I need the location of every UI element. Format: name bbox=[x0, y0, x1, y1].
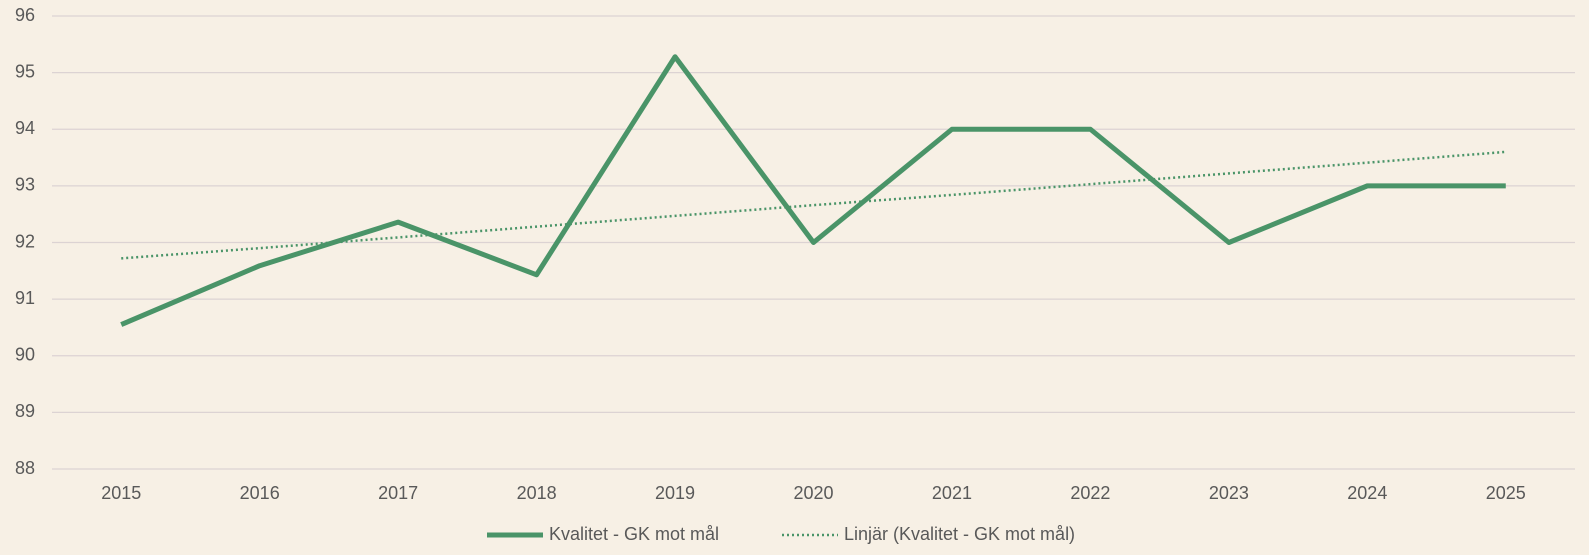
y-tick-label: 88 bbox=[15, 458, 35, 478]
y-tick-label: 93 bbox=[15, 175, 35, 195]
series-line bbox=[120, 54, 1506, 327]
legend-label: Linjär (Kvalitet - GK mot mål) bbox=[844, 524, 1075, 544]
legend-label: Kvalitet - GK mot mål bbox=[549, 524, 719, 544]
y-tick-label: 90 bbox=[15, 345, 35, 365]
x-tick-label: 2021 bbox=[932, 483, 972, 503]
y-tick-label: 92 bbox=[15, 231, 35, 251]
x-tick-label: 2016 bbox=[240, 483, 280, 503]
y-tick-label: 91 bbox=[15, 288, 35, 308]
x-tick-label: 2018 bbox=[517, 483, 557, 503]
x-tick-label: 2017 bbox=[378, 483, 418, 503]
y-tick-label: 96 bbox=[15, 5, 35, 25]
x-tick-label: 2020 bbox=[793, 483, 833, 503]
series-line bbox=[121, 150, 1506, 260]
y-tick-label: 94 bbox=[15, 118, 35, 138]
x-tick-label: 2022 bbox=[1070, 483, 1110, 503]
x-tick-label: 2023 bbox=[1209, 483, 1249, 503]
x-tick-label: 2019 bbox=[655, 483, 695, 503]
x-tick-label: 2025 bbox=[1486, 483, 1526, 503]
x-tick-label: 2024 bbox=[1347, 483, 1387, 503]
y-tick-label: 95 bbox=[15, 61, 35, 81]
y-tick-label: 89 bbox=[15, 401, 35, 421]
x-tick-label: 2015 bbox=[101, 483, 141, 503]
